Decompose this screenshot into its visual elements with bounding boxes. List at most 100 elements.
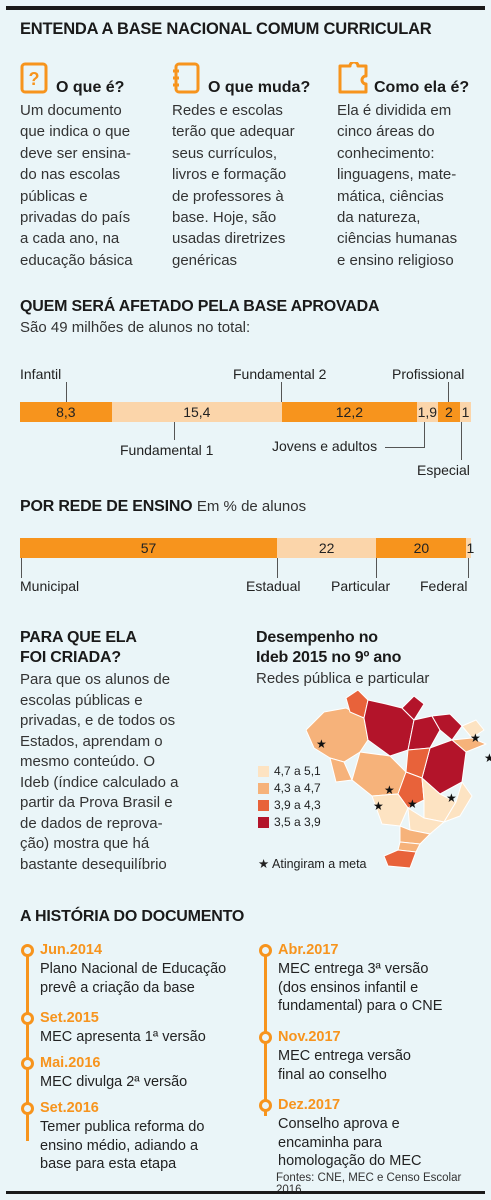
chart1-value-label-2: 12,2: [335, 404, 364, 420]
affected-subtitle: São 49 milhões de alunos no total:: [20, 319, 251, 336]
region-sp: [407, 807, 445, 835]
region-rs: [383, 849, 417, 869]
chart2-label-municipal: Municipal: [20, 578, 80, 594]
chart2-label-federal: Federal: [420, 578, 468, 594]
chart1-label-fund2: Fundamental 2: [233, 366, 327, 382]
chart2-bar-1: [277, 538, 377, 558]
leader-eja-v: [424, 422, 425, 448]
timeline-dot: [21, 1057, 34, 1070]
map-subtitle: Redes pública e particular: [256, 670, 430, 687]
region-north-west: [306, 707, 369, 763]
intro-heading-how: Como ela é?: [374, 79, 470, 96]
goal-star-north: ★: [316, 737, 327, 751]
notebook-icon: [173, 62, 200, 94]
leader-estadual: [277, 558, 278, 578]
chart1-label-fund1: Fundamental 1: [120, 442, 214, 458]
timeline-dot: [259, 944, 272, 957]
region-amapa: [401, 695, 425, 721]
timeline-text: Temer publica reforma do ensino médio, ad…: [40, 1119, 205, 1172]
chart1-bar-2: [281, 402, 417, 422]
leader-profissional: [448, 382, 449, 402]
timeline-date: Dez.2017: [278, 1097, 341, 1113]
timeline-text: MEC entrega 3ª versão (dos ensinos infant…: [278, 961, 443, 1014]
infographic: ENTENDA A BASE NACIONAL COMUM CURRICULAR…: [6, 6, 491, 1196]
goal-star-es: ★: [446, 791, 457, 805]
affected-title: QUEM SERÁ AFETADO PELA BASE APROVADA: [20, 298, 380, 315]
chart1-value-label-1: 15,4: [183, 404, 211, 420]
intro-text-change: Redes e escolas terão que adequar seus cur…: [172, 102, 295, 269]
chart1-bar-0: [20, 402, 112, 422]
timeline-text: MEC apresenta 1ª versão: [40, 1029, 206, 1045]
network-title: POR REDE DE ENSINO: [20, 498, 193, 515]
goal-star-ms: ★: [373, 799, 384, 813]
leader-fund1: [174, 422, 175, 440]
region-piaui-ceara: [431, 713, 463, 741]
chart1-bar-1: [111, 402, 282, 422]
timeline-dot: [259, 1031, 272, 1044]
chart1-bar-3: [416, 402, 438, 422]
timeline-text: Conselho aprova e encaminha para homologaç…: [278, 1116, 422, 1169]
chart2-value-label-3: 1: [466, 540, 475, 556]
chart1-label-eja: Jovens e adultos: [272, 438, 378, 454]
region-rn: [461, 719, 485, 739]
timeline-text: MEC divulga 2ª versão: [40, 1074, 188, 1090]
region-pr: [399, 825, 431, 845]
goal-star-mt: ★: [384, 783, 395, 797]
timeline-line-left: [26, 946, 29, 1141]
top-rule: [6, 6, 485, 10]
chart1-value-label-3: 1,9: [417, 404, 438, 420]
timeline-date: Abr.2017: [278, 942, 339, 958]
chart2-label-particular: Particular: [331, 578, 391, 594]
brazil-map: ★ ★ ★ ★ ★ ★ ★: [306, 690, 491, 869]
chart1-label-especial: Especial: [417, 462, 470, 478]
chart2-value-label-0: 57: [140, 540, 157, 556]
region-mato-grosso: [351, 751, 407, 797]
timeline-dot: [21, 1012, 34, 1025]
legend-swatch: [258, 766, 269, 777]
region-ms: [371, 793, 409, 827]
network-subtitle: Em % de alunos: [196, 498, 307, 515]
chart1-value-label-5: 1: [461, 404, 470, 420]
intro-heading-what: O que é?: [56, 79, 125, 96]
puzzle-icon: [338, 62, 368, 94]
chart2-bar-3: [466, 538, 471, 558]
network-heading: POR REDE DE ENSINO Em % de alunos: [20, 498, 306, 516]
purpose-title: PARA QUE ELA FOI CRIADA?: [20, 629, 137, 666]
chart2-label-estadual: Estadual: [246, 578, 301, 594]
legend-goal: ★ Atingiram a meta: [258, 857, 367, 871]
chart2-value-label-1: 22: [318, 540, 335, 556]
timeline-dot: [21, 944, 34, 957]
history-title: A HISTÓRIA DO DOCUMENTO: [20, 908, 245, 925]
timeline-date: Jun.2014: [40, 942, 103, 958]
legend-swatch: [258, 817, 269, 828]
timeline-dot: [259, 1099, 272, 1112]
chart1-value-label-4: 2: [444, 404, 453, 420]
intro-text-what: Um documento que indica o que deve ser ens…: [20, 102, 133, 269]
page-title: ENTENDA A BASE NACIONAL COMUM CURRICULAR: [20, 20, 432, 38]
chart1-label-infantil: Infantil: [20, 366, 62, 382]
goal-star-goias: ★: [407, 797, 418, 811]
region-rondonia: [329, 757, 353, 783]
chart1-label-profissional: Profissional: [392, 366, 465, 382]
region-es-rj: [443, 781, 473, 823]
leader-eja-h: [385, 447, 424, 448]
timeline-date: Nov.2017: [278, 1029, 341, 1045]
leader-fund2: [281, 382, 282, 402]
bottom-rule: [6, 1191, 485, 1194]
leader-particular: [376, 558, 377, 578]
intro-text-how: Ela é dividida em cinco áreas do conhecime…: [337, 102, 458, 269]
legend-label: 3,5 a 3,9: [274, 815, 321, 829]
star-icon: ★: [258, 857, 270, 871]
timeline-text: MEC entrega versão final ao conselho: [278, 1048, 411, 1083]
intro-heading-change: O que muda?: [208, 79, 311, 96]
svg-text:?: ?: [29, 69, 40, 89]
leader-municipal: [21, 558, 22, 578]
timeline-date: Set.2016: [40, 1100, 99, 1116]
chart1-value-label-0: 8,3: [56, 404, 76, 420]
leader-infantil: [66, 382, 67, 402]
legend-swatch: [258, 800, 269, 811]
goal-star-rn: ★: [484, 751, 491, 765]
leader-federal: [468, 558, 469, 578]
region-maranhao: [407, 715, 441, 751]
